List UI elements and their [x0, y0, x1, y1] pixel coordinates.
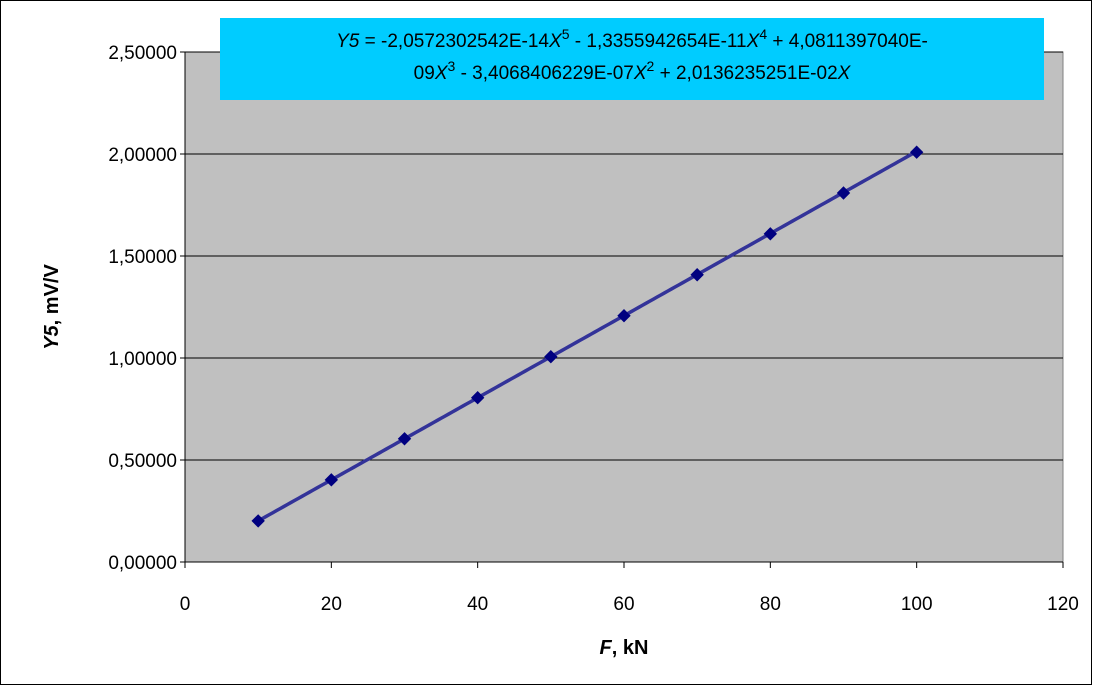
x-tick-label: 0	[180, 594, 191, 615]
plot-area	[184, 51, 1064, 563]
data-point-marker	[836, 186, 851, 200]
equation-term: - 1,3355942654E-11	[570, 31, 747, 52]
equation-exponent: 5	[562, 26, 570, 42]
equation-line-2: 09X3 - 3,4068406229E-07X2 + 2,0136235251…	[414, 58, 852, 84]
equation-term: = -2,0572302542E-14	[359, 31, 549, 52]
data-point-marker	[324, 473, 339, 487]
data-point-marker	[617, 308, 631, 323]
polynomial-trendline	[257, 149, 918, 523]
y-axis-title: Y5, mV/V	[41, 264, 63, 350]
equation-variable: X	[548, 31, 563, 52]
y-axis-tick-labels: 0,00000 0,50000 1,00000 1,50000 2,00000 2,500…	[108, 43, 177, 574]
equation-variable: Y5	[336, 31, 360, 52]
data-point-marker	[763, 227, 778, 241]
y-tick-label: 1,50000	[108, 247, 177, 268]
equation-exponent: 2	[647, 58, 655, 74]
equation-variable: X	[837, 63, 852, 84]
x-tick-label: 20	[321, 594, 342, 615]
equation-exponent: 3	[448, 58, 456, 74]
equation-term: 09	[414, 63, 435, 84]
equation-term: + 4,0811397040E-	[767, 31, 928, 52]
equation-variable: X	[633, 63, 648, 84]
y-tick-label: 1,00000	[108, 349, 177, 370]
equation-box: Y5 = -2,0572302542E-14X5 - 1,3355942654E…	[220, 18, 1044, 100]
data-point-marker	[690, 268, 704, 282]
equation-box-background	[220, 18, 1044, 100]
equation-variable: X	[746, 31, 761, 52]
y-tick-label: 0,50000	[108, 451, 177, 472]
equation-term: - 3,4068406229E-07	[455, 63, 634, 84]
equation-variable: X	[434, 63, 449, 84]
data-point-marker	[251, 514, 265, 528]
y-tick-label: 2,00000	[108, 145, 177, 166]
x-tick-label: 120	[1047, 594, 1079, 615]
x-tick-label: 100	[901, 594, 933, 615]
data-markers	[251, 145, 924, 528]
equation-line-1: Y5 = -2,0572302542E-14X5 - 1,3355942654E…	[336, 26, 928, 52]
y-tick-label: 2,50000	[108, 43, 177, 64]
x-axis-tick-labels: 0 20 40 60 80 100 120	[180, 594, 1079, 615]
equation-exponent: 4	[759, 26, 767, 42]
equation-term: + 2,0136235251E-02	[654, 63, 837, 84]
x-tick-label: 80	[760, 594, 781, 615]
x-tick-label: 40	[467, 594, 488, 615]
x-tick-label: 60	[613, 594, 634, 615]
y-tick-label: 0,00000	[108, 553, 177, 574]
data-point-marker	[397, 432, 412, 446]
x-axis-title: F, kN	[600, 637, 649, 659]
data-point-marker	[544, 349, 558, 364]
data-point-marker	[470, 391, 485, 405]
data-point-marker	[909, 145, 924, 159]
